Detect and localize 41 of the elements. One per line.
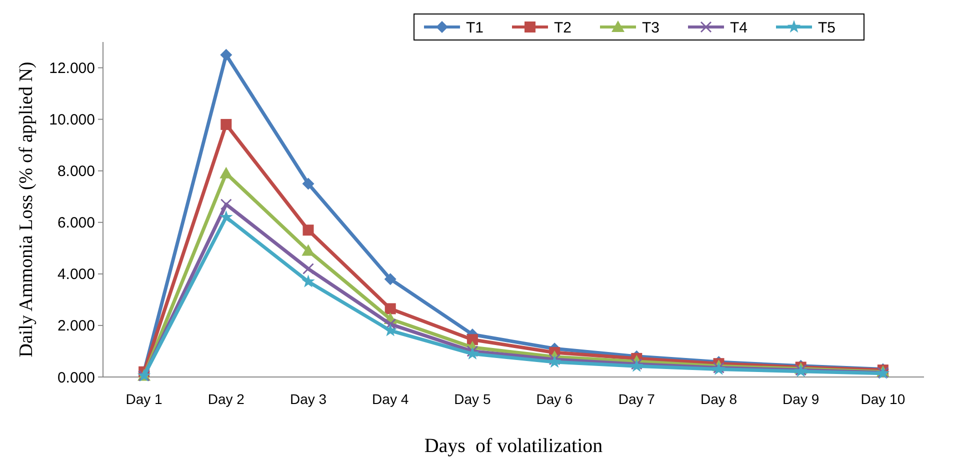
x-tick-label: Day 9 bbox=[782, 391, 820, 407]
point bbox=[384, 318, 396, 330]
point bbox=[302, 244, 315, 256]
point bbox=[384, 303, 396, 314]
y-tick-label: 4.000 bbox=[57, 266, 95, 284]
x-axis-title: Days of volatilization bbox=[424, 435, 603, 457]
legend-label: T1 bbox=[466, 19, 484, 36]
legend-label: T3 bbox=[642, 19, 660, 36]
point bbox=[384, 324, 398, 336]
legend-label: T2 bbox=[554, 19, 572, 36]
point bbox=[220, 198, 232, 210]
point bbox=[302, 178, 314, 190]
x-tick-label: Day 4 bbox=[372, 391, 409, 407]
legend-label: T5 bbox=[818, 19, 836, 36]
x-tick-label: Day 2 bbox=[208, 391, 245, 407]
y-tick-label: 6.000 bbox=[57, 214, 95, 232]
point bbox=[220, 166, 233, 178]
point bbox=[219, 210, 233, 223]
point bbox=[302, 274, 315, 288]
x-tick-label: Day 5 bbox=[454, 391, 491, 407]
point bbox=[220, 118, 232, 130]
point bbox=[384, 273, 396, 286]
x-tick-label: Day 6 bbox=[536, 391, 574, 407]
y-tick-label: 10.000 bbox=[49, 112, 95, 129]
point bbox=[302, 224, 314, 236]
y-tick-label: 2.000 bbox=[57, 318, 95, 335]
point bbox=[548, 354, 560, 366]
point bbox=[302, 263, 314, 275]
x-tick-label: Day 8 bbox=[700, 391, 738, 407]
point bbox=[548, 355, 562, 368]
x-tick-label: Day 1 bbox=[126, 391, 163, 407]
legend-label: T4 bbox=[730, 19, 748, 36]
y-axis-title: Daily Ammonia Loss (% of applied N) bbox=[16, 62, 37, 358]
point bbox=[220, 48, 232, 61]
point bbox=[466, 345, 478, 357]
x-tick-label: Day 3 bbox=[290, 391, 327, 407]
y-tick-label: 8.000 bbox=[57, 163, 95, 180]
y-tick-label: 0.000 bbox=[57, 369, 95, 386]
x-tick-label: Day 10 bbox=[860, 391, 906, 407]
x-tick-label: Day 7 bbox=[618, 391, 656, 407]
y-tick-label: 12.000 bbox=[49, 60, 95, 78]
